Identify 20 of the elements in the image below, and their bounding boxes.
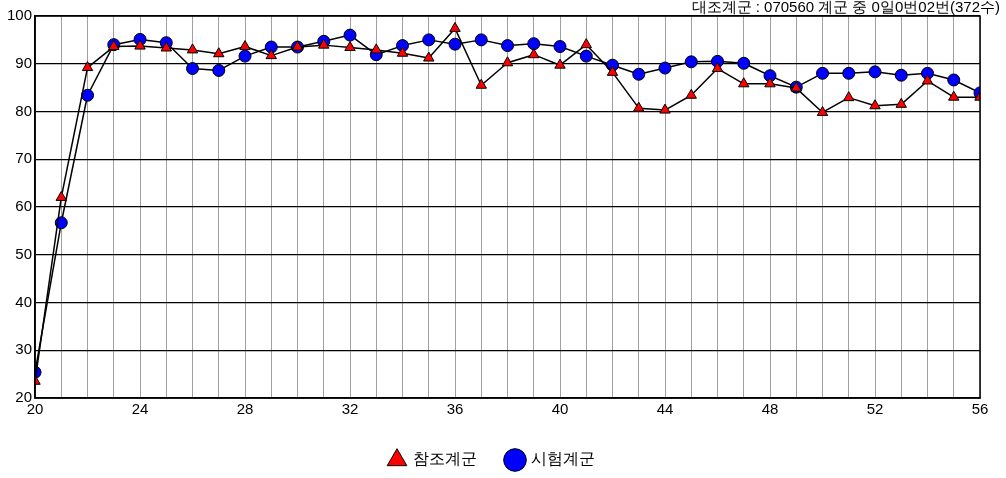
y-tick-label: 90 xyxy=(15,53,33,71)
y-tick-label: 60 xyxy=(15,197,33,215)
x-tick-label: 40 xyxy=(551,400,569,418)
text: 대조계군 : 070560 계군 중 0일0번02번(372수) xyxy=(691,0,1000,15)
x-tick-label: 44 xyxy=(656,400,674,418)
x-tick-label: 36 xyxy=(446,400,464,418)
y-tick-label: 50 xyxy=(15,244,33,262)
legend-label: 참조계군 xyxy=(413,450,477,468)
x-tick-label: 32 xyxy=(341,400,359,418)
x-tick-label: 52 xyxy=(866,400,884,418)
legend-label: 시험계군 xyxy=(531,450,595,468)
x-tick-label: 48 xyxy=(761,400,779,418)
y-tick-label: 40 xyxy=(15,292,33,310)
x-tick-label: 24 xyxy=(131,400,149,418)
y-tick-label: 30 xyxy=(15,340,33,358)
y-tick-label: 80 xyxy=(15,101,33,119)
x-tick-label: 56 xyxy=(971,400,989,418)
y-tick-label: 70 xyxy=(15,149,33,167)
x-tick-label: 28 xyxy=(236,400,254,418)
y-tick-label: 100 xyxy=(7,6,33,24)
